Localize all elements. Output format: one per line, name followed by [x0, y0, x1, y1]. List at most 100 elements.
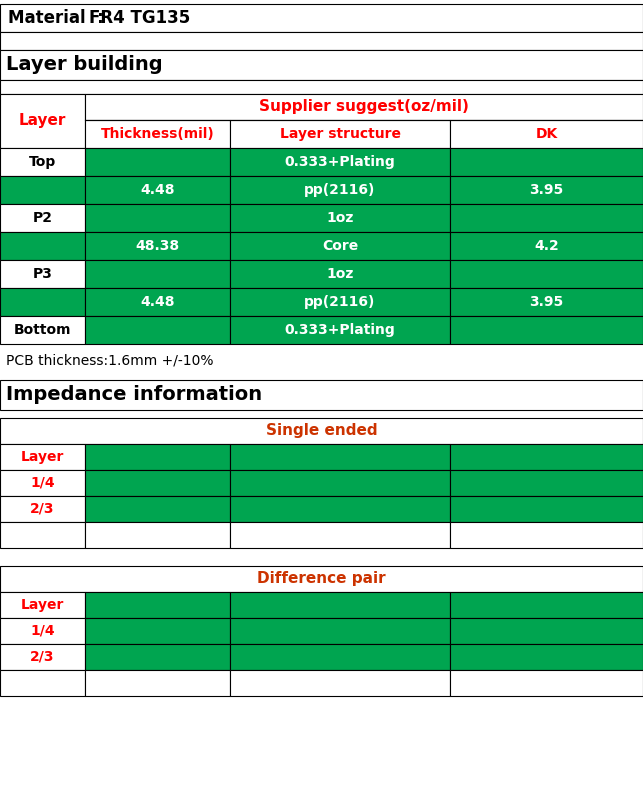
- Text: pp(2116): pp(2116): [304, 295, 376, 309]
- Bar: [450, 176, 643, 204]
- Bar: [450, 260, 643, 288]
- Bar: [0, 418, 643, 444]
- Bar: [0, 94, 85, 148]
- Bar: [0, 618, 85, 644]
- Text: Layer structure: Layer structure: [280, 127, 401, 141]
- Text: 1oz: 1oz: [326, 267, 354, 281]
- Text: Single ended: Single ended: [266, 423, 377, 439]
- Text: Line width(mil): Line width(mil): [98, 450, 217, 464]
- Text: 6: 6: [152, 502, 162, 516]
- Text: Impedance(ohm): Impedance(ohm): [274, 598, 406, 612]
- Text: Layer building: Layer building: [6, 56, 163, 75]
- Bar: [85, 120, 230, 148]
- Text: 0.333+Plating: 0.333+Plating: [285, 155, 395, 169]
- Bar: [85, 94, 643, 120]
- Text: Core: Core: [322, 239, 358, 253]
- Text: PCB thickness:1.6mm +/-10%: PCB thickness:1.6mm +/-10%: [6, 353, 213, 367]
- Text: 3.95: 3.95: [529, 295, 564, 309]
- Bar: [0, 592, 85, 618]
- Bar: [0, 522, 85, 548]
- Text: 0.333+Plating: 0.333+Plating: [285, 323, 395, 337]
- Bar: [85, 204, 230, 232]
- Bar: [0, 444, 85, 470]
- Text: line W/S(mil): line W/S(mil): [107, 598, 208, 612]
- Bar: [85, 316, 230, 344]
- Bar: [85, 644, 230, 670]
- Bar: [450, 592, 643, 618]
- Bar: [0, 4, 643, 32]
- Bar: [0, 260, 85, 288]
- Bar: [0, 176, 85, 204]
- Bar: [230, 496, 450, 522]
- Text: P3: P3: [33, 267, 53, 281]
- Text: 101.584: 101.584: [308, 624, 372, 638]
- Bar: [450, 204, 643, 232]
- Text: Material  :: Material :: [8, 9, 104, 27]
- Bar: [450, 288, 643, 316]
- Bar: [450, 618, 643, 644]
- Bar: [85, 592, 230, 618]
- Bar: [450, 670, 643, 696]
- Bar: [0, 316, 85, 344]
- Bar: [0, 288, 85, 316]
- Text: Impedance(ohm): Impedance(ohm): [274, 450, 406, 464]
- Bar: [0, 50, 643, 80]
- Bar: [230, 148, 450, 176]
- Text: 50: 50: [331, 476, 350, 490]
- Bar: [85, 148, 230, 176]
- Text: Thickness(mil): Thickness(mil): [100, 127, 214, 141]
- Text: FR4 TG135: FR4 TG135: [89, 9, 190, 27]
- Text: 48.38: 48.38: [136, 239, 179, 253]
- Bar: [0, 204, 85, 232]
- Text: 7.5: 7.5: [145, 476, 170, 490]
- Text: pp(2116): pp(2116): [304, 183, 376, 197]
- Bar: [230, 260, 450, 288]
- Text: P2: P2: [33, 211, 53, 225]
- Bar: [85, 670, 230, 696]
- Text: Ref: Ref: [534, 450, 559, 464]
- Bar: [0, 80, 643, 94]
- Bar: [230, 592, 450, 618]
- Text: 50: 50: [331, 502, 350, 516]
- Bar: [0, 566, 643, 592]
- Text: 5/7: 5/7: [145, 624, 170, 638]
- Text: 4.2: 4.2: [534, 239, 559, 253]
- Text: 1/4: 1/4: [30, 476, 55, 490]
- Text: Layer: Layer: [21, 598, 64, 612]
- Text: 1&3 2&4: 1&3 2&4: [512, 502, 581, 516]
- Text: Layer: Layer: [19, 114, 66, 128]
- Bar: [450, 148, 643, 176]
- Bar: [0, 644, 85, 670]
- Bar: [450, 522, 643, 548]
- Bar: [450, 644, 643, 670]
- Bar: [0, 670, 85, 696]
- Bar: [230, 176, 450, 204]
- Bar: [230, 522, 450, 548]
- Bar: [85, 618, 230, 644]
- Text: Bottom: Bottom: [14, 323, 71, 337]
- Text: 5/12: 5/12: [140, 650, 175, 664]
- Bar: [85, 522, 230, 548]
- Text: 2/3: 2/3: [30, 650, 55, 664]
- Bar: [85, 470, 230, 496]
- Text: 1&3 2&4: 1&3 2&4: [512, 650, 581, 664]
- Bar: [0, 232, 85, 260]
- Text: 99.299: 99.299: [313, 650, 367, 664]
- Text: 1oz: 1oz: [326, 211, 354, 225]
- Bar: [450, 120, 643, 148]
- Bar: [230, 670, 450, 696]
- Text: Top: Top: [29, 155, 56, 169]
- Bar: [230, 618, 450, 644]
- Text: Impedance information: Impedance information: [6, 385, 262, 404]
- Bar: [0, 496, 85, 522]
- Bar: [0, 148, 85, 176]
- Bar: [0, 470, 85, 496]
- Bar: [230, 120, 450, 148]
- Text: 2/3: 2/3: [534, 624, 559, 638]
- Bar: [450, 470, 643, 496]
- Text: Supplier suggest(oz/mil): Supplier suggest(oz/mil): [259, 100, 469, 115]
- Bar: [85, 176, 230, 204]
- Text: Difference pair: Difference pair: [257, 572, 386, 587]
- Text: 4.48: 4.48: [140, 295, 175, 309]
- Bar: [230, 316, 450, 344]
